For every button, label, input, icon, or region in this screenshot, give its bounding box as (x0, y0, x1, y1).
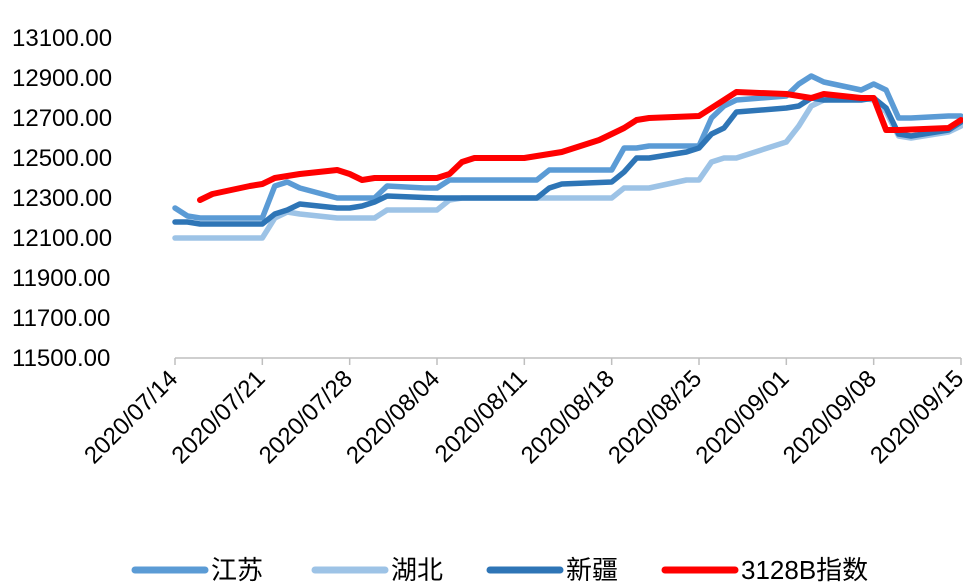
y-tick-label: 11500.00 (12, 345, 110, 372)
x-tick-label: 2020/07/28 (254, 365, 358, 469)
legend-label: 新疆 (566, 555, 618, 582)
series-line-4 (197, 89, 963, 203)
y-tick-label: 12700.00 (12, 105, 112, 132)
series-line-3 (172, 95, 963, 227)
x-tick-label: 2020/08/25 (603, 365, 707, 469)
y-tick-label: 12500.00 (12, 145, 112, 172)
y-tick-label: 11700.00 (12, 305, 110, 332)
series-lines (172, 73, 963, 241)
x-tick-label: 2020/07/21 (167, 365, 271, 469)
x-tick-label: 2020/09/15 (865, 365, 963, 469)
legend-label: 江苏 (211, 555, 263, 582)
legend-label: 3128B指数 (741, 555, 868, 582)
x-tick-label: 2020/09/08 (778, 365, 882, 469)
legend-label: 湖北 (391, 555, 443, 582)
x-tick-label: 2020/09/01 (691, 365, 795, 469)
y-axis-ticks: 11500.00 11700.00 11900.00 12100.00 12300.00… (12, 25, 112, 372)
x-tick-label: 2020/08/18 (516, 365, 620, 469)
x-tick-label: 2020/08/04 (341, 365, 445, 469)
y-tick-label: 12900.00 (12, 65, 112, 92)
y-tick-label: 12300.00 (12, 185, 112, 212)
series-line-1 (172, 73, 963, 221)
y-tick-label: 11900.00 (12, 265, 110, 292)
x-axis-ticks: 2020/07/142020/07/212020/07/282020/08/04… (79, 358, 963, 469)
y-tick-label: 13100.00 (12, 25, 112, 52)
y-tick-label: 12100.00 (12, 225, 112, 252)
legend: 江苏 湖北 新疆 3128B指数 (131, 555, 868, 582)
x-tick-label: 2020/07/14 (79, 365, 183, 469)
